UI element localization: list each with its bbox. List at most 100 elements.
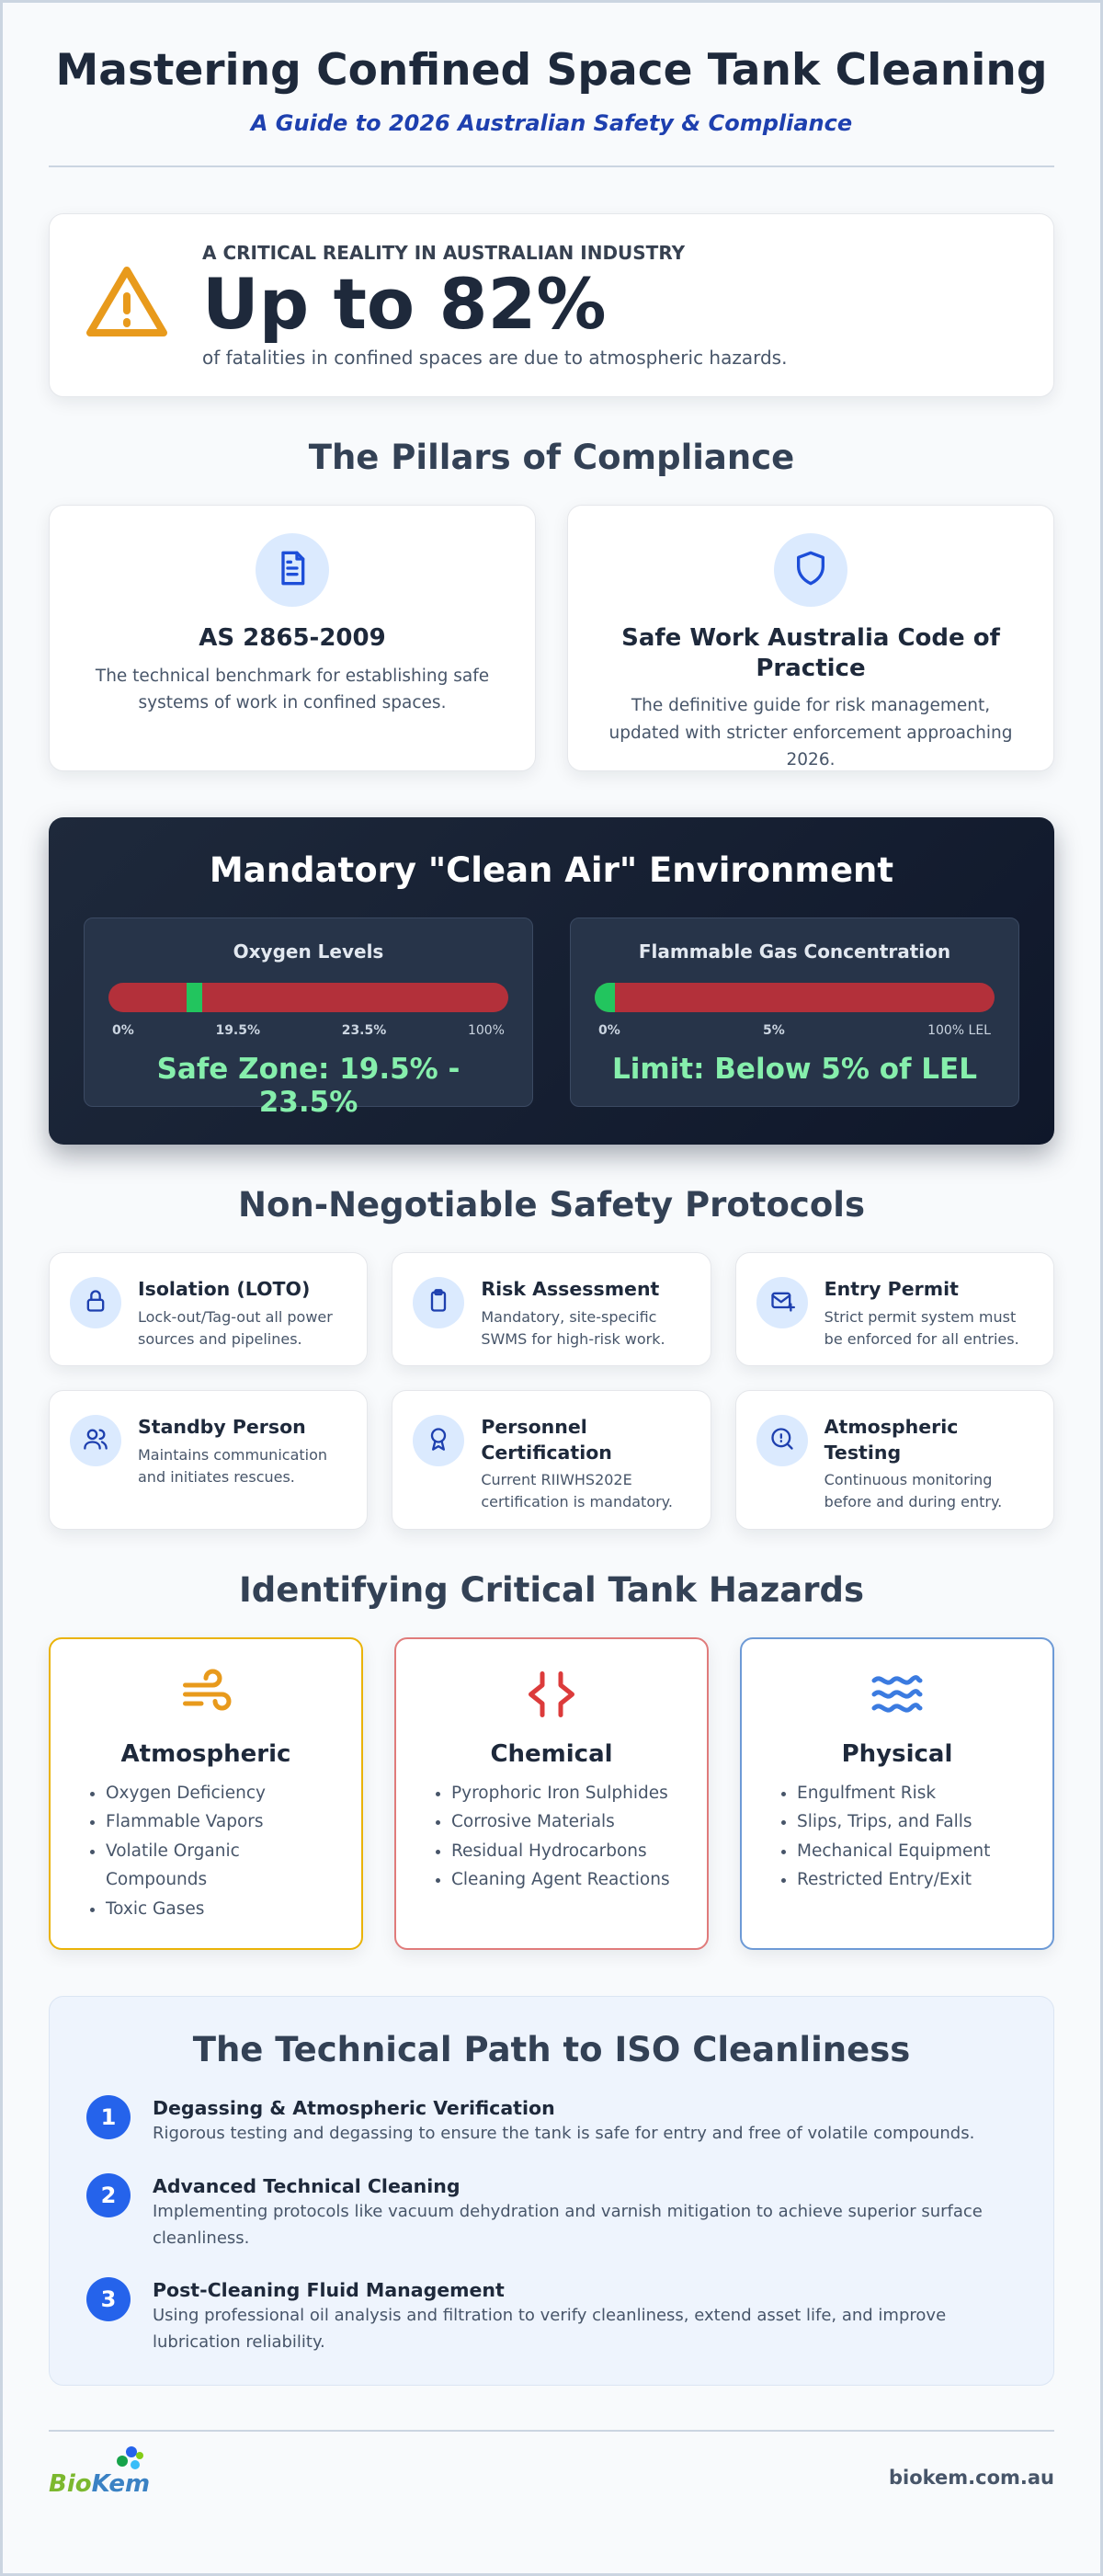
step-text: Post-Cleaning Fluid Management Using prof…	[153, 2277, 1017, 2356]
protocol-desc: Continuous monitoring before and during …	[824, 1471, 1003, 1511]
panel-title: Mandatory "Clean Air" Environment	[209, 850, 894, 890]
logo-bio: Bio	[49, 2470, 92, 2498]
gauge-caption: Safe Zone: 19.5% - 23.5%	[156, 1053, 461, 1119]
icon-circle	[756, 1415, 808, 1466]
protocol-title: Entry Permit	[824, 1278, 959, 1300]
icon-circle	[774, 533, 847, 607]
icon-svg	[84, 1429, 108, 1450]
gauge-label: 100%	[467, 1023, 505, 1038]
hazard-card: Physical Engulfment RiskSlips, Trips, and…	[740, 1637, 1054, 1950]
path-panel: The Technical Path to ISO Cleanliness 1 De…	[49, 1996, 1054, 2386]
step-desc: Using professional oil analysis and filt…	[153, 2306, 947, 2353]
protocol-desc: Strict permit system must be enforced fo…	[824, 1307, 1019, 1348]
clean-air-panel: Mandatory "Clean Air" Environment Oxygen …	[49, 817, 1054, 1145]
step-number: 3	[86, 2277, 131, 2322]
hazard-item: Volatile Organic Compounds	[106, 1837, 328, 1895]
pillar-text: The definitive guide for risk management…	[608, 696, 1013, 770]
icon-circle	[413, 1415, 465, 1466]
protocol-text: Standby Person Maintains communication an…	[138, 1415, 348, 1529]
hazard-item: Corrosive Materials	[451, 1807, 674, 1836]
hazard-item: Mechanical Equipment	[797, 1837, 1019, 1865]
step-text: Degassing & Atmospheric Verification Rigo…	[153, 2095, 974, 2148]
pillar-card: AS 2865-2009 The technical benchmark for …	[49, 505, 536, 771]
step: 2 Advanced Technical Cleaning Implementing…	[86, 2172, 1017, 2252]
step-title: Advanced Technical Cleaning	[153, 2174, 461, 2197]
protocol-desc: Mandatory, site-specific SWMS for high-r…	[481, 1307, 665, 1348]
protocol-text: Isolation (LOTO) Lock-out/Tag-out all pow…	[138, 1277, 348, 1365]
icon	[426, 1288, 451, 1317]
protocol-text: Personnel Certification Current RIIWHS202…	[481, 1415, 691, 1529]
step: 1 Degassing & Atmospheric Verification Rig…	[86, 2095, 1017, 2148]
divider	[49, 2430, 1054, 2432]
icon-svg	[770, 1292, 795, 1312]
url: biokem.com.au	[888, 2467, 1054, 2489]
protocols: Isolation (LOTO) Lock-out/Tag-out all pow…	[49, 1252, 1054, 1530]
pillar-title: Safe Work Australia Code of Practice	[621, 624, 1000, 682]
hazard-item: Pyrophoric Iron Sulphides	[451, 1779, 674, 1807]
section-title: Identifying Critical Tank Hazards	[238, 1570, 865, 1610]
icon-circle	[70, 1277, 121, 1328]
step-number: 1	[86, 2095, 131, 2139]
gauge-label: 19.5%	[215, 1023, 261, 1038]
icon-svg	[797, 551, 824, 586]
kicker: A CRITICAL REALITY IN AUSTRALIAN INDUSTR…	[202, 242, 686, 264]
logo-kem: Kem	[91, 2470, 151, 2498]
protocol-text: Atmospheric Testing Continuous monitoring…	[824, 1415, 1035, 1529]
gauge: Flammable Gas Concentration 0% 5% 100% LEL L…	[570, 918, 1019, 1107]
safe-segment	[595, 983, 615, 1012]
icon	[274, 550, 311, 590]
pillar-title: AS 2865-2009	[199, 624, 386, 652]
stat-text: A CRITICAL REALITY IN AUSTRALIAN INDUSTR…	[202, 242, 787, 369]
hazard-item: Slips, Trips, and Falls	[797, 1807, 1019, 1836]
footer: BioKem biokem.com.au	[49, 2446, 1054, 2498]
icon	[83, 1288, 108, 1317]
hazard-list: Pyrophoric Iron SulphidesCorrosive Mater…	[429, 1779, 674, 1895]
icon-circle	[756, 1277, 808, 1328]
hazard-card: Chemical Pyrophoric Iron SulphidesCorrosi…	[394, 1637, 709, 1950]
icon-svg	[770, 1428, 793, 1450]
protocol-title: Risk Assessment	[481, 1278, 660, 1300]
icon	[792, 550, 829, 590]
icon	[769, 1426, 795, 1455]
icon-svg	[86, 1290, 105, 1312]
icon-svg	[431, 1428, 447, 1451]
subtitle: A Guide to 2026 Australian Safety & Comp…	[250, 110, 853, 136]
logo: BioKem	[49, 2446, 151, 2498]
gauge-title: Flammable Gas Concentration	[638, 940, 951, 963]
stat-card: A CRITICAL REALITY IN AUSTRALIAN INDUSTR…	[49, 213, 1054, 397]
stat-desc: of fatalities in confined spaces are due…	[202, 347, 788, 369]
icon	[429, 1667, 674, 1726]
hazard-title: Chemical	[490, 1740, 613, 1768]
icon-svg	[281, 551, 305, 586]
protocol-title: Atmospheric Testing	[824, 1416, 959, 1464]
stat-value: Up to 82%	[202, 263, 607, 345]
protocol-text: Risk Assessment Mandatory, site-specific …	[481, 1277, 691, 1365]
protocol-card: Isolation (LOTO) Lock-out/Tag-out all pow…	[49, 1252, 369, 1366]
icon-circle	[256, 533, 329, 607]
step-text: Advanced Technical Cleaning Implementing …	[153, 2173, 1017, 2252]
step-desc: Rigorous testing and degassing to ensure…	[153, 2124, 975, 2143]
panel-title: The Technical Path to ISO Cleanliness	[192, 2030, 911, 2069]
icon	[83, 1426, 108, 1455]
hazard-item: Restricted Entry/Exit	[797, 1865, 1019, 1894]
protocol-card: Standby Person Maintains communication an…	[49, 1390, 369, 1530]
hazard-list: Oxygen DeficiencyFlammable VaporsVolatil…	[84, 1779, 328, 1923]
hazard-item: Residual Hydrocarbons	[451, 1837, 674, 1865]
gauge-labels: 0% 19.5% 23.5% 100%	[108, 1023, 508, 1038]
protocol-text: Entry Permit Strict permit system must be…	[824, 1277, 1035, 1365]
hazard-list: Engulfment RiskSlips, Trips, and FallsMe…	[775, 1779, 1019, 1895]
icon	[84, 1667, 328, 1726]
protocol-title: Personnel Certification	[481, 1416, 612, 1464]
gauge-label: 23.5%	[341, 1023, 387, 1038]
pillars: AS 2865-2009 The technical benchmark for …	[49, 505, 1054, 771]
hazard-item: Engulfment Risk	[797, 1779, 1019, 1807]
icon-circle	[70, 1415, 121, 1466]
protocol-desc: Maintains communication and initiates re…	[138, 1445, 328, 1486]
safe-segment	[187, 983, 203, 1012]
gauge-labels: 0% 5% 100% LEL	[595, 1023, 995, 1038]
hazard-item: Cleaning Agent Reactions	[451, 1865, 674, 1894]
icon-svg	[871, 1675, 923, 1713]
